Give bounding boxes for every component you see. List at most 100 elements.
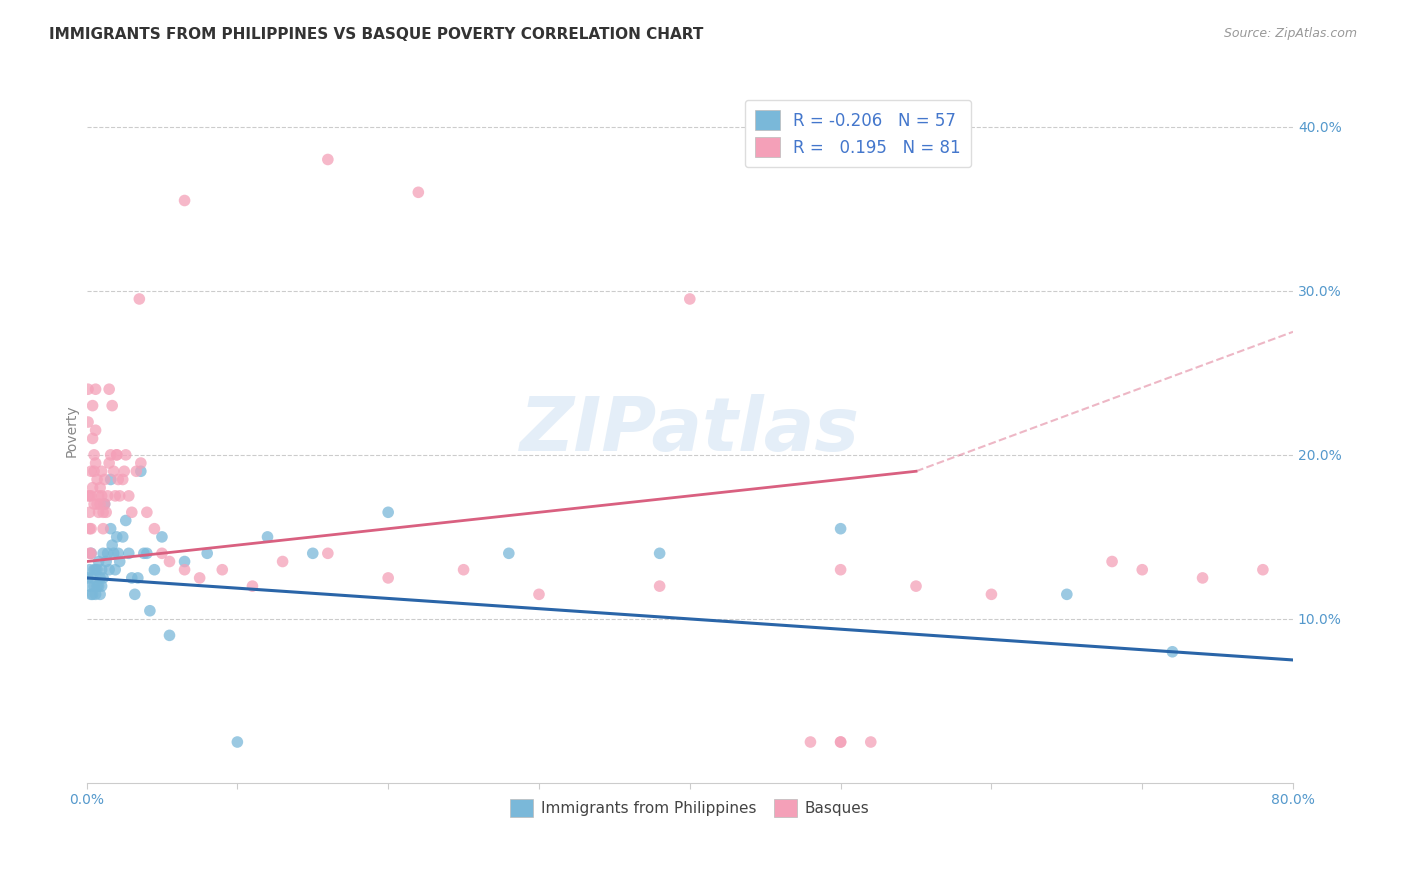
- Point: [87, 505, 110, 519]
- Point: [89, 571, 111, 585]
- Point: [105, 448, 128, 462]
- Point: [82, 432, 104, 446]
- Point: [77, 382, 100, 396]
- Point: [159, 555, 181, 569]
- Point: [94, 555, 117, 569]
- Point: [1191, 571, 1213, 585]
- Point: [79, 489, 101, 503]
- Point: [91, 522, 114, 536]
- Point: [90, 579, 112, 593]
- Legend: Immigrants from Philippines, Basques: Immigrants from Philippines, Basques: [502, 791, 877, 825]
- Point: [87, 555, 110, 569]
- Point: [143, 563, 166, 577]
- Point: [77, 489, 100, 503]
- Point: [143, 522, 166, 536]
- Point: [905, 579, 928, 593]
- Point: [87, 579, 110, 593]
- Point: [132, 546, 155, 560]
- Point: [125, 464, 148, 478]
- Point: [83, 563, 105, 577]
- Point: [159, 628, 181, 642]
- Point: [188, 571, 211, 585]
- Point: [108, 555, 131, 569]
- Point: [91, 571, 114, 585]
- Point: [93, 497, 115, 511]
- Point: [77, 415, 100, 429]
- Point: [527, 587, 550, 601]
- Point: [211, 563, 233, 577]
- Point: [89, 497, 111, 511]
- Point: [1101, 555, 1123, 569]
- Point: [103, 464, 125, 478]
- Point: [830, 563, 852, 577]
- Point: [114, 514, 136, 528]
- Point: [112, 464, 135, 478]
- Point: [107, 473, 129, 487]
- Point: [84, 423, 107, 437]
- Point: [121, 505, 143, 519]
- Point: [104, 563, 127, 577]
- Point: [105, 448, 128, 462]
- Point: [91, 546, 114, 560]
- Point: [79, 563, 101, 577]
- Point: [100, 473, 122, 487]
- Point: [98, 382, 121, 396]
- Point: [301, 546, 323, 560]
- Point: [97, 489, 120, 503]
- Point: [89, 481, 111, 495]
- Point: [980, 587, 1002, 601]
- Point: [377, 571, 399, 585]
- Point: [173, 563, 195, 577]
- Point: [799, 735, 821, 749]
- Point: [91, 505, 114, 519]
- Point: [79, 546, 101, 560]
- Point: [118, 489, 141, 503]
- Point: [453, 563, 475, 577]
- Point: [84, 456, 107, 470]
- Point: [94, 505, 117, 519]
- Point: [80, 587, 103, 601]
- Point: [1251, 563, 1274, 577]
- Point: [93, 497, 115, 511]
- Text: Source: ZipAtlas.com: Source: ZipAtlas.com: [1223, 27, 1357, 40]
- Point: [679, 292, 702, 306]
- Point: [127, 571, 149, 585]
- Point: [226, 735, 249, 749]
- Point: [80, 546, 103, 560]
- Point: [830, 522, 852, 536]
- Point: [830, 735, 852, 749]
- Point: [408, 186, 430, 200]
- Point: [195, 546, 218, 560]
- Point: [377, 505, 399, 519]
- Point: [101, 399, 124, 413]
- Point: [1161, 645, 1184, 659]
- Point: [86, 473, 108, 487]
- Point: [129, 456, 152, 470]
- Point: [1056, 587, 1078, 601]
- Point: [80, 489, 103, 503]
- Point: [82, 399, 104, 413]
- Point: [84, 382, 107, 396]
- Point: [111, 530, 134, 544]
- Point: [98, 456, 121, 470]
- Point: [150, 530, 173, 544]
- Point: [256, 530, 278, 544]
- Point: [100, 448, 122, 462]
- Point: [80, 546, 103, 560]
- Point: [93, 473, 115, 487]
- Point: [101, 538, 124, 552]
- Point: [83, 497, 105, 511]
- Point: [103, 546, 125, 560]
- Point: [79, 522, 101, 536]
- Point: [79, 579, 101, 593]
- Point: [82, 571, 104, 585]
- Y-axis label: Poverty: Poverty: [65, 404, 79, 457]
- Point: [271, 555, 294, 569]
- Point: [104, 489, 127, 503]
- Point: [77, 571, 100, 585]
- Point: [859, 735, 882, 749]
- Point: [83, 579, 105, 593]
- Point: [80, 464, 103, 478]
- Point: [173, 194, 195, 208]
- Point: [128, 292, 150, 306]
